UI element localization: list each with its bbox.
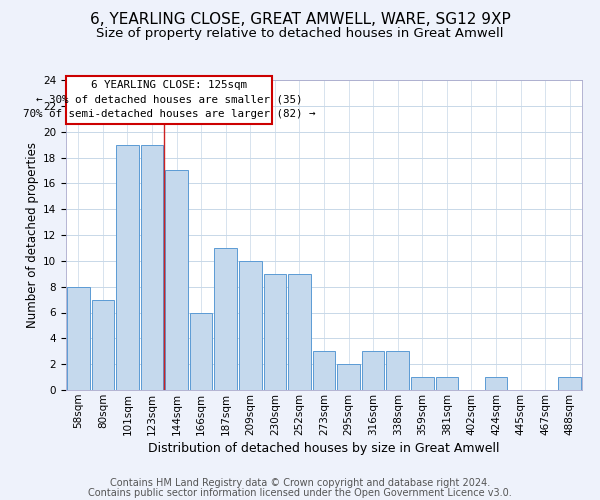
Text: Size of property relative to detached houses in Great Amwell: Size of property relative to detached ho… [96,28,504,40]
Bar [67,286,89,390]
Bar [436,377,458,390]
Bar [485,377,508,390]
Bar [116,144,139,390]
Text: 6 YEARLING CLOSE: 125sqm
← 30% of detached houses are smaller (35)
70% of semi-d: 6 YEARLING CLOSE: 125sqm ← 30% of detach… [23,80,316,119]
Bar [386,351,409,390]
Bar [214,248,237,390]
Bar [411,377,434,390]
Text: Contains public sector information licensed under the Open Government Licence v3: Contains public sector information licen… [88,488,512,498]
Bar [288,274,311,390]
Bar [92,300,114,390]
Bar [165,170,188,390]
Bar [190,312,212,390]
X-axis label: Distribution of detached houses by size in Great Amwell: Distribution of detached houses by size … [148,442,500,455]
Bar [140,144,163,390]
Text: Contains HM Land Registry data © Crown copyright and database right 2024.: Contains HM Land Registry data © Crown c… [110,478,490,488]
Bar [559,377,581,390]
Y-axis label: Number of detached properties: Number of detached properties [26,142,39,328]
Bar [362,351,385,390]
Bar [67,76,272,124]
Bar [337,364,360,390]
Bar [263,274,286,390]
Bar [313,351,335,390]
Text: 6, YEARLING CLOSE, GREAT AMWELL, WARE, SG12 9XP: 6, YEARLING CLOSE, GREAT AMWELL, WARE, S… [89,12,511,28]
Bar [239,261,262,390]
